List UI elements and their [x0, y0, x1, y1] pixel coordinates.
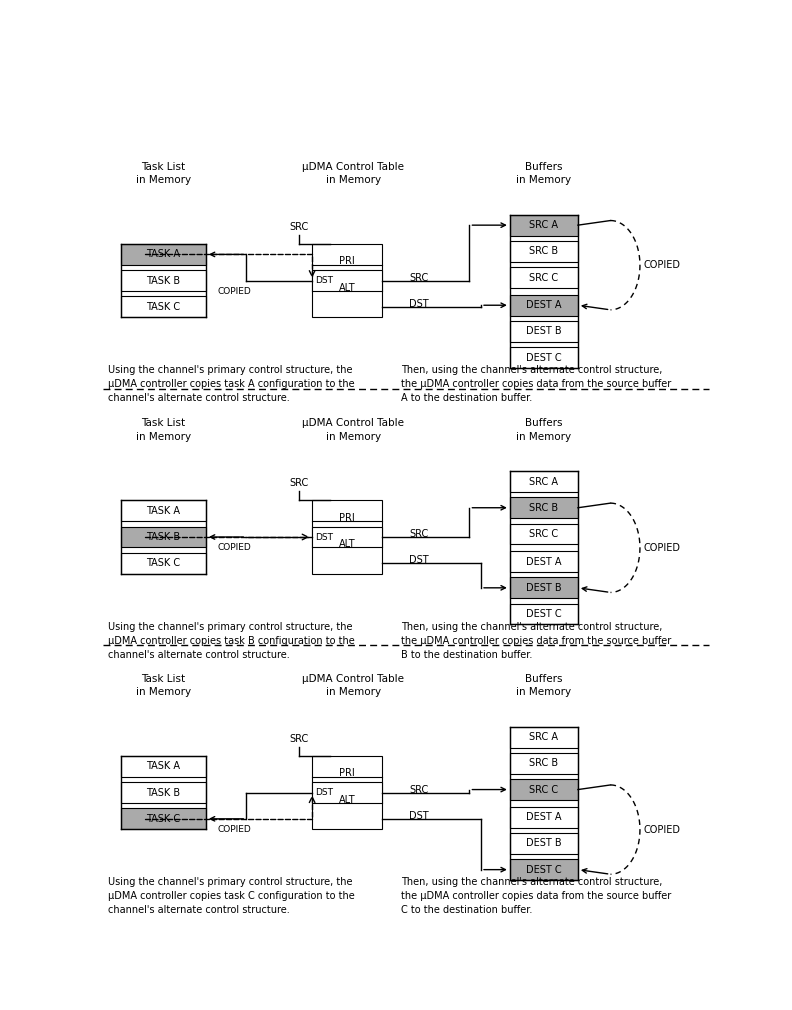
Text: COPIED: COPIED — [218, 543, 252, 552]
Text: μDMA Control Table
in Memory: μDMA Control Table in Memory — [303, 418, 404, 441]
Text: TASK A: TASK A — [147, 762, 181, 772]
Bar — [120, 552, 206, 574]
Text: Then, using the channel's alternate control structure,
the μDMA controller copie: Then, using the channel's alternate cont… — [402, 878, 672, 915]
Bar — [312, 271, 382, 317]
Text: COPIED: COPIED — [643, 824, 680, 834]
Bar — [120, 526, 206, 547]
Text: TASK C: TASK C — [147, 302, 181, 312]
Text: ALT: ALT — [339, 539, 356, 548]
Text: Buffers
in Memory: Buffers in Memory — [516, 162, 571, 185]
Text: Buffers
in Memory: Buffers in Memory — [516, 418, 571, 441]
Bar — [510, 604, 578, 624]
Bar — [510, 860, 578, 880]
Text: Using the channel's primary control structure, the
μDMA controller copies task B: Using the channel's primary control stru… — [109, 622, 355, 660]
Text: μDMA Control Table
in Memory: μDMA Control Table in Memory — [303, 674, 404, 697]
Bar — [120, 296, 206, 317]
Text: DEST B: DEST B — [526, 583, 562, 593]
Text: TASK C: TASK C — [147, 814, 181, 824]
Text: PRI: PRI — [339, 513, 355, 523]
Text: Task List
in Memory: Task List in Memory — [135, 418, 191, 441]
Bar — [510, 523, 578, 544]
Text: TASK A: TASK A — [147, 506, 181, 516]
Bar — [312, 526, 382, 574]
Text: SRC C: SRC C — [529, 785, 558, 795]
Text: TASK A: TASK A — [147, 249, 181, 260]
Bar — [510, 753, 578, 774]
Bar — [510, 833, 578, 853]
Text: DEST B: DEST B — [526, 326, 562, 336]
Bar — [510, 347, 578, 368]
Text: SRC: SRC — [289, 479, 309, 489]
Text: Using the channel's primary control structure, the
μDMA controller copies task C: Using the channel's primary control stru… — [109, 878, 355, 915]
Text: DEST C: DEST C — [526, 865, 562, 875]
Bar — [120, 808, 206, 829]
Text: SRC B: SRC B — [529, 759, 558, 769]
Text: SRC A: SRC A — [529, 732, 558, 742]
Bar — [120, 244, 206, 265]
Text: DEST A: DEST A — [526, 300, 562, 310]
Bar — [510, 807, 578, 827]
Text: SRC A: SRC A — [529, 220, 558, 230]
Text: Using the channel's primary control structure, the
μDMA controller copies task A: Using the channel's primary control stru… — [109, 366, 355, 403]
Text: SRC C: SRC C — [529, 529, 558, 539]
Text: DEST A: DEST A — [526, 557, 562, 567]
Bar — [510, 551, 578, 572]
Text: TASK B: TASK B — [147, 788, 181, 798]
Text: SRC: SRC — [289, 734, 309, 744]
Text: Then, using the channel's alternate control structure,
the μDMA controller copie: Then, using the channel's alternate cont… — [402, 622, 672, 660]
Text: DST: DST — [409, 299, 429, 309]
Bar — [510, 321, 578, 341]
Bar — [510, 497, 578, 518]
Text: TASK B: TASK B — [147, 276, 181, 286]
Text: Task List
in Memory: Task List in Memory — [135, 162, 191, 185]
Text: SRC B: SRC B — [529, 503, 558, 513]
Text: DEST A: DEST A — [526, 812, 562, 822]
Text: PRI: PRI — [339, 769, 355, 779]
Text: SRC: SRC — [409, 529, 428, 539]
Bar — [312, 500, 382, 547]
Bar — [510, 215, 578, 235]
Text: SRC A: SRC A — [529, 477, 558, 487]
Text: DST: DST — [315, 788, 333, 797]
Text: COPIED: COPIED — [643, 261, 680, 271]
Text: PRI: PRI — [339, 257, 355, 267]
Bar — [312, 244, 382, 291]
Bar — [510, 578, 578, 598]
Bar — [510, 241, 578, 262]
Bar — [510, 471, 578, 492]
Text: DST: DST — [409, 556, 429, 566]
Text: DEST C: DEST C — [526, 352, 562, 363]
Text: SRC C: SRC C — [529, 273, 558, 283]
Text: ALT: ALT — [339, 795, 356, 805]
Bar — [510, 727, 578, 747]
Bar — [120, 271, 206, 291]
Bar — [510, 267, 578, 288]
Text: SRC: SRC — [289, 222, 309, 232]
Bar — [120, 500, 206, 521]
Bar — [120, 756, 206, 777]
Bar — [510, 295, 578, 315]
Bar — [312, 756, 382, 803]
Text: COPIED: COPIED — [643, 542, 680, 552]
Text: Then, using the channel's alternate control structure,
the μDMA controller copie: Then, using the channel's alternate cont… — [402, 366, 672, 403]
Bar — [510, 779, 578, 800]
Bar — [312, 782, 382, 829]
Bar — [120, 782, 206, 803]
Text: DEST C: DEST C — [526, 609, 562, 619]
Text: COPIED: COPIED — [218, 287, 252, 296]
Text: Buffers
in Memory: Buffers in Memory — [516, 674, 571, 697]
Text: DST: DST — [409, 811, 429, 821]
Text: DEST B: DEST B — [526, 838, 562, 848]
Text: DST: DST — [315, 532, 333, 541]
Text: μDMA Control Table
in Memory: μDMA Control Table in Memory — [303, 162, 404, 185]
Text: TASK B: TASK B — [147, 532, 181, 542]
Text: Task List
in Memory: Task List in Memory — [135, 674, 191, 697]
Text: SRC: SRC — [409, 273, 428, 283]
Text: DST: DST — [315, 276, 333, 285]
Text: SRC B: SRC B — [529, 246, 558, 257]
Text: TASK C: TASK C — [147, 559, 181, 569]
Text: SRC: SRC — [409, 785, 428, 795]
Text: COPIED: COPIED — [218, 825, 252, 834]
Text: ALT: ALT — [339, 283, 356, 293]
